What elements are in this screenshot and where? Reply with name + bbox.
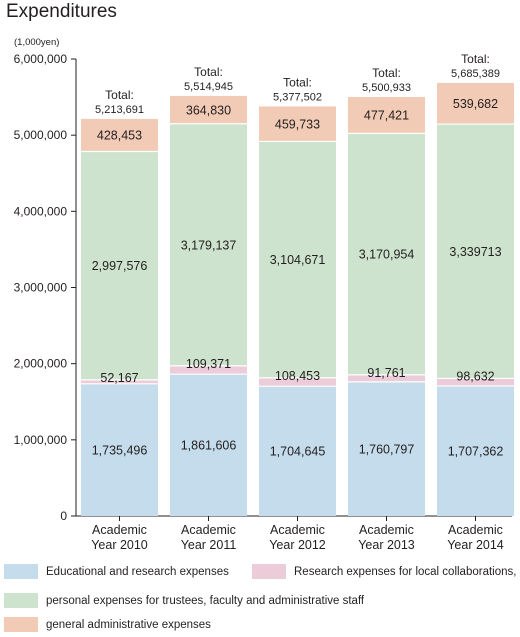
bar-value-label: 3,339713: [449, 245, 501, 259]
value-labels: 1,735,496 52,167 2,997,576 428,453 Total: 5,2…: [92, 52, 504, 459]
total-prefix-label: Total:: [283, 75, 312, 89]
total-prefix-label: Total:: [461, 52, 490, 66]
total-value-label: 5,500,933: [362, 82, 411, 94]
legend-label-educational: Educational and research expenses: [46, 565, 229, 578]
bar-segment-general_admin: [81, 118, 158, 152]
total-value-label: 5,514,945: [184, 81, 233, 93]
bar-value-label: 98,632: [456, 369, 494, 383]
legend-item-educational: Educational and research expenses: [4, 564, 229, 579]
bar-value-label: 91,761: [367, 366, 405, 380]
bar-value-label: 3,170,954: [359, 248, 415, 262]
bar-value-label: 52,167: [100, 371, 138, 385]
bar-segment-general_admin: [259, 106, 336, 142]
axes: 0 1,000,000 2,000,000 3,000,000 4,000,000 5,0…: [14, 52, 512, 552]
x-tick-label: Academic: [181, 523, 236, 537]
bar-value-label: 108,453: [275, 369, 320, 383]
x-tick-label: Academic: [270, 523, 325, 537]
bar-value-label: 1,735,496: [92, 443, 148, 457]
bar-segment-educational: [170, 374, 247, 516]
legend-swatch-educational: [4, 564, 38, 579]
y-tick-label: 6,000,000: [14, 52, 68, 66]
bar-value-label: 459,733: [275, 117, 320, 131]
total-value-label: 5,377,502: [273, 91, 322, 103]
bar-value-label: 2,997,576: [92, 259, 148, 273]
bar-segment-educational: [348, 381, 425, 516]
x-tick-label: Year 2014: [447, 538, 504, 552]
y-tick-label: 4,000,000: [14, 204, 68, 218]
total-prefix-label: Total:: [105, 88, 134, 102]
bar-value-label: 3,179,137: [181, 238, 237, 252]
x-tick-label: Academic: [448, 523, 503, 537]
y-tick-label: 1,000,000: [14, 433, 68, 447]
bar-value-label: 3,104,671: [270, 253, 326, 267]
bar-value-label: 428,453: [97, 129, 142, 143]
bar-value-label: 539,682: [453, 97, 498, 111]
legend-label-general-admin: general administrative expenses: [46, 618, 211, 631]
bar-segment-general_admin: [170, 95, 247, 124]
bar-segment-personnel: [259, 141, 336, 378]
y-tick-label: 2,000,000: [14, 357, 68, 371]
x-tick-label: Year 2012: [269, 538, 326, 552]
bar-value-label: 477,421: [364, 109, 409, 123]
x-tick-label: Academic: [359, 523, 414, 537]
y-unit-label: (1,000yen): [14, 37, 59, 48]
total-value-label: 5,685,389: [451, 68, 500, 80]
bar-value-label: 1,704,645: [270, 445, 326, 459]
x-tick-label: Year 2010: [91, 538, 148, 552]
bar-segment-research_local: [437, 378, 514, 386]
legend-item-research-local: Research expenses for local collaboratio…: [252, 564, 520, 579]
y-tick-label: 5,000,000: [14, 128, 68, 142]
bar-segment-personnel: [170, 123, 247, 366]
legend-swatch-personnel: [4, 593, 38, 608]
y-tick-label: 3,000,000: [14, 281, 68, 295]
legend-swatch-general-admin: [4, 617, 38, 632]
x-tick-label: Year 2013: [358, 538, 415, 552]
bar-value-label: 1,861,606: [181, 439, 237, 453]
bar-segment-personnel: [81, 151, 158, 380]
bar-segment-educational: [81, 383, 158, 516]
legend: Educational and research expenses Resear…: [0, 560, 520, 637]
bar-value-label: 109,371: [186, 357, 231, 371]
bar-segment-educational: [259, 386, 336, 516]
chart-title: Expenditures: [6, 1, 117, 22]
legend-swatch-research-local: [252, 564, 286, 579]
legend-label-research-local: Research expenses for local collaboratio…: [294, 565, 520, 578]
bar-segment-research_local: [81, 379, 158, 384]
x-tick-label: Academic: [92, 523, 147, 537]
bar-value-label: 1,707,362: [448, 444, 504, 458]
total-value-label: 5,213,691: [95, 104, 144, 116]
total-prefix-label: Total:: [372, 66, 401, 80]
bar-segment-research_local: [259, 377, 336, 387]
bar-segment-general_admin: [348, 97, 425, 134]
bar-segment-personnel: [348, 133, 425, 375]
total-prefix-label: Total:: [194, 65, 223, 79]
y-tick-label: 0: [60, 509, 67, 523]
bar-value-label: 364,830: [186, 103, 231, 117]
bar-segment-personnel: [437, 124, 514, 379]
x-tick-label: Year 2011: [181, 538, 237, 552]
legend-label-personnel: personal expenses for trustees, faculty …: [46, 594, 365, 607]
legend-item-personnel: personal expenses for trustees, faculty …: [4, 593, 364, 608]
bar-segment-research_local: [170, 365, 247, 375]
legend-item-general-admin: general administrative expenses: [4, 617, 211, 632]
bar-segment-research_local: [348, 374, 425, 382]
bars: [81, 82, 514, 516]
bar-segment-educational: [437, 385, 514, 516]
bar-value-label: 1,760,797: [359, 442, 415, 456]
bar-segment-general_admin: [437, 82, 514, 125]
stacked-bar-chart: (1,000yen) 0 1,000,000 2,000,000 3,000,000 4…: [14, 37, 514, 552]
